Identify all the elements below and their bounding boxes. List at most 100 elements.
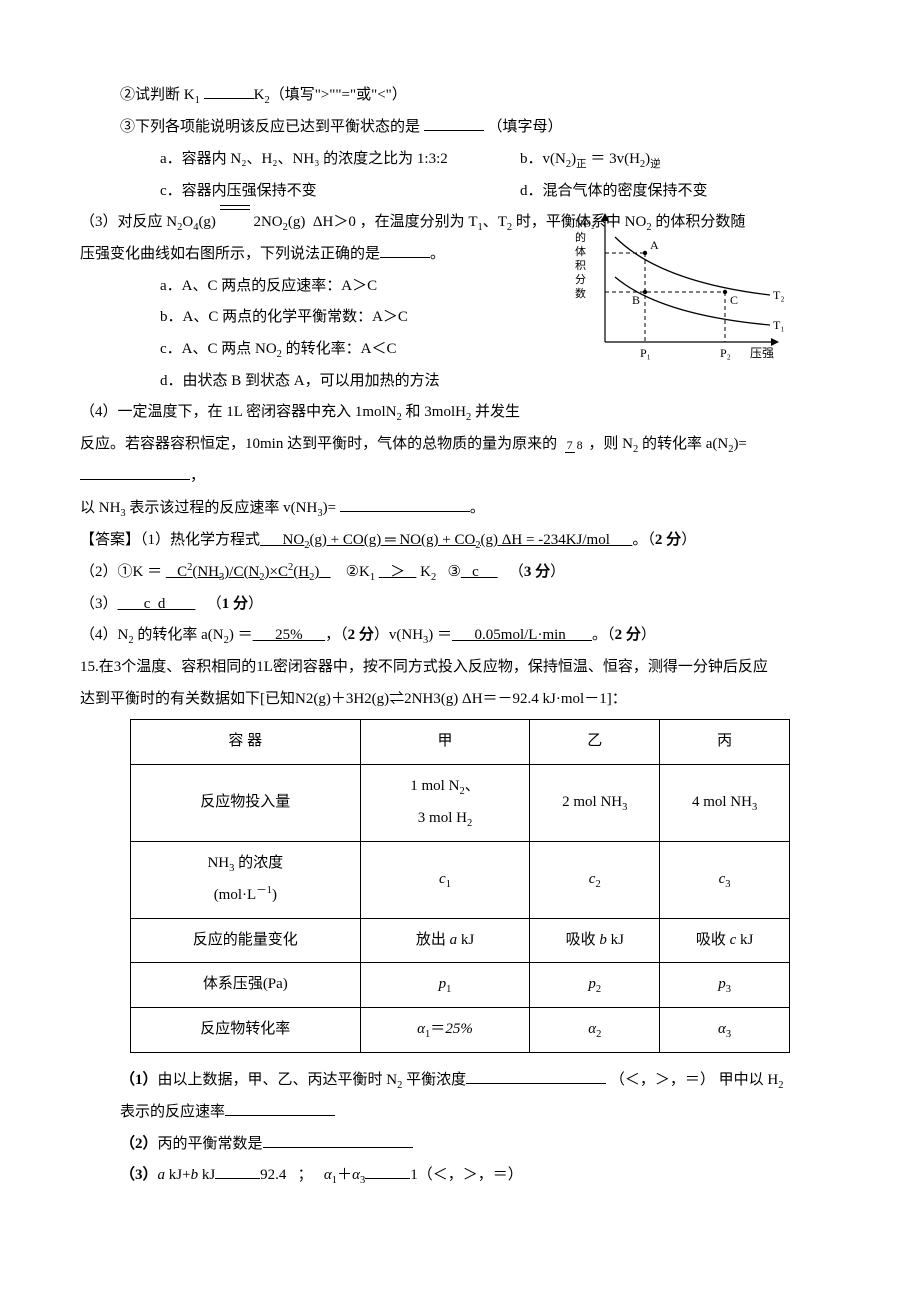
cell: 2 mol NH3	[530, 764, 660, 841]
th: 容 器	[131, 720, 361, 765]
q2-opts-row1: a．容器内 N₂、H₂、NH₃ 的浓度之比为 1:3:2 b．v(N2)正 ＝ …	[80, 144, 840, 176]
table-row: 体系压强(Pa) p1 p2 p3	[131, 963, 790, 1008]
q4-l2: 反应。若容器容积恒定，10min 达到平衡时，气体的总物质的量为原来的 78 ，…	[80, 429, 840, 493]
text: ，则 N2 的转化率 a(N2)=	[588, 436, 747, 452]
no2-chart: A B C T₂ T₁ P₁ P₂ 压强 NO₂ 的 体 积 分 数	[570, 207, 790, 367]
svg-text:数: 数	[575, 287, 586, 300]
ans-eq: NO2(g) + CO(g) ═ NO(g) + CO2(g) ΔH = -23…	[260, 532, 632, 548]
ans-kcmp: ＞	[379, 564, 417, 580]
q15-s2: （2）丙的平衡常数是	[80, 1129, 840, 1161]
fraction: 78	[565, 439, 585, 451]
xlabel: 压强	[750, 346, 774, 360]
q3-d: d．由状态 B 到状态 A，可以用加热的方法	[80, 366, 840, 398]
ans-l2: （2）①K ＝ C2(NH3)/C(N2)×C2(H2) ②K1 ＞ K2 ③ …	[80, 557, 840, 589]
lbl-T2: T₂	[773, 288, 785, 302]
ans-c: c	[461, 564, 498, 580]
pt-B: B	[632, 293, 640, 307]
opt-d: d．混合气体的密度保持不变	[520, 176, 708, 208]
cell: 反应物投入量	[131, 764, 361, 841]
blank	[263, 1147, 413, 1148]
blank-aN2	[80, 479, 190, 480]
svg-text:体: 体	[575, 244, 586, 258]
blank-equil	[424, 130, 484, 131]
table-row: 反应的能量变化 放出 a kJ 吸收 b kJ 吸收 c kJ	[131, 918, 790, 963]
blank-vNH3	[340, 511, 470, 512]
table-row: NH3 的浓度(mol·L－1) c1 c2 c3	[131, 842, 790, 919]
cell: c2	[530, 842, 660, 919]
text: 反应。若容器容积恒定，10min 达到平衡时，气体的总物质的量为原来的	[80, 436, 557, 452]
cell: 反应的能量变化	[131, 918, 361, 963]
text: 。（2 分）	[632, 532, 696, 548]
cell: 反应物转化率	[131, 1008, 361, 1053]
cell: α3	[660, 1008, 790, 1053]
opt-c: c．容器内压强保持不变	[160, 176, 520, 208]
th: 乙	[530, 720, 660, 765]
blank	[466, 1083, 606, 1084]
th: 甲	[360, 720, 530, 765]
ans-25: 25%	[253, 627, 326, 643]
text: 【答案】（1）热化学方程式	[80, 532, 260, 548]
text: （填写">""="或"<"）	[270, 87, 407, 103]
q15-s1b: 表示的反应速率	[80, 1097, 840, 1129]
q15-intro1: 15.在3个温度、容积相同的1L密闭容器中，按不同方式投入反应物，保持恒温、恒容…	[80, 652, 840, 684]
pt-A: A	[650, 238, 659, 252]
cell: 4 mol NH3	[660, 764, 790, 841]
th: 丙	[660, 720, 790, 765]
blank	[225, 1115, 335, 1116]
cell: c1	[360, 842, 530, 919]
cell: 吸收 b kJ	[530, 918, 660, 963]
q15-s3: （3）a kJ+b kJ92.4 ； α1＋α31（＜，＞，＝）	[80, 1160, 840, 1192]
ans-K: C2(NH3)/C(N2)×C2(H2)	[166, 564, 331, 580]
blank	[365, 1178, 410, 1179]
svg-text:分: 分	[575, 273, 586, 286]
ans-v: 0.05mol/L·min	[452, 627, 592, 643]
text: ②试判断 K	[120, 87, 195, 103]
opt-b: b．v(N2)正 ＝ 3v(H2)逆	[520, 144, 661, 176]
q15-intro2: 达到平衡时的有关数据如下[已知N2(g)＋3H2(g)⇌2NH3(g) ΔH＝－…	[80, 684, 840, 716]
text: （3）	[80, 596, 118, 612]
cell: 体系压强(Pa)	[131, 963, 361, 1008]
cell: 吸收 c kJ	[660, 918, 790, 963]
lbl-T1: T₁	[773, 318, 785, 332]
cell: p3	[660, 963, 790, 1008]
opt-a: a．容器内 N₂、H₂、NH₃ 的浓度之比为 1:3:2	[160, 144, 520, 176]
table-row: 容 器 甲 乙 丙	[131, 720, 790, 765]
svg-text:积: 积	[575, 259, 586, 272]
lbl-P2: P₂	[720, 346, 731, 360]
ylabel-1: NO₂	[575, 218, 595, 230]
text: 表示的反应速率	[120, 1104, 225, 1120]
q2-sub3: ③下列各项能说明该反应已达到平衡状态的是 （填字母）	[80, 112, 840, 144]
cell: 放出 a kJ	[360, 918, 530, 963]
blank-k1k2	[204, 98, 254, 99]
cell: p1	[360, 963, 530, 1008]
cell: α2	[530, 1008, 660, 1053]
table-row: 反应物投入量 1 mol N2、3 mol H2 2 mol NH3 4 mol…	[131, 764, 790, 841]
q2-opts-row2: c．容器内压强保持不变 d．混合气体的密度保持不变	[80, 176, 840, 208]
q4-l1: （4）一定温度下，在 1L 密闭容器中充入 1molN2 和 3molH2 并发…	[80, 397, 840, 429]
ans-l4: （4）N2 的转化率 a(N2) ＝ 25% ，（2 分）v(NH3) ＝ 0.…	[80, 620, 840, 652]
q15-s1: （1）由以上数据，甲、乙、丙达平衡时 N2 平衡浓度 （＜，＞，＝） 甲中以 H…	[80, 1065, 840, 1097]
cell: α1＝25%	[360, 1008, 530, 1053]
text: 丙的平衡常数是	[158, 1136, 263, 1152]
cell: c3	[660, 842, 790, 919]
svg-text:的: 的	[575, 230, 586, 244]
cell: 1 mol N2、3 mol H2	[360, 764, 530, 841]
ans-l1: 【答案】（1）热化学方程式 NO2(g) + CO(g) ═ NO(g) + C…	[80, 525, 840, 557]
data-table: 容 器 甲 乙 丙 反应物投入量 1 mol N2、3 mol H2 2 mol…	[130, 719, 790, 1053]
text: （填字母）	[488, 119, 563, 135]
text: ，	[190, 468, 205, 484]
cell: NH3 的浓度(mol·L－1)	[131, 842, 361, 919]
table-row: 反应物转化率 α1＝25% α2 α3	[131, 1008, 790, 1053]
q2-sub2: ②试判断 K1 K2（填写">""="或"<"）	[80, 80, 840, 112]
pt-C: C	[730, 293, 738, 307]
lbl-P1: P₁	[640, 346, 651, 360]
ans-cd: c d	[118, 596, 196, 612]
blank	[215, 1178, 260, 1179]
q4-l3: 以 NH3 表示该过程的反应速率 v(NH3)= 。	[80, 493, 840, 525]
text: ③下列各项能说明该反应已达到平衡状态的是	[120, 119, 420, 135]
ans-l3: （3） c d （1 分）	[80, 589, 840, 621]
text: K	[254, 87, 265, 103]
blank-q3	[380, 257, 430, 258]
text: （2）①K ＝	[80, 564, 162, 580]
cell: p2	[530, 963, 660, 1008]
